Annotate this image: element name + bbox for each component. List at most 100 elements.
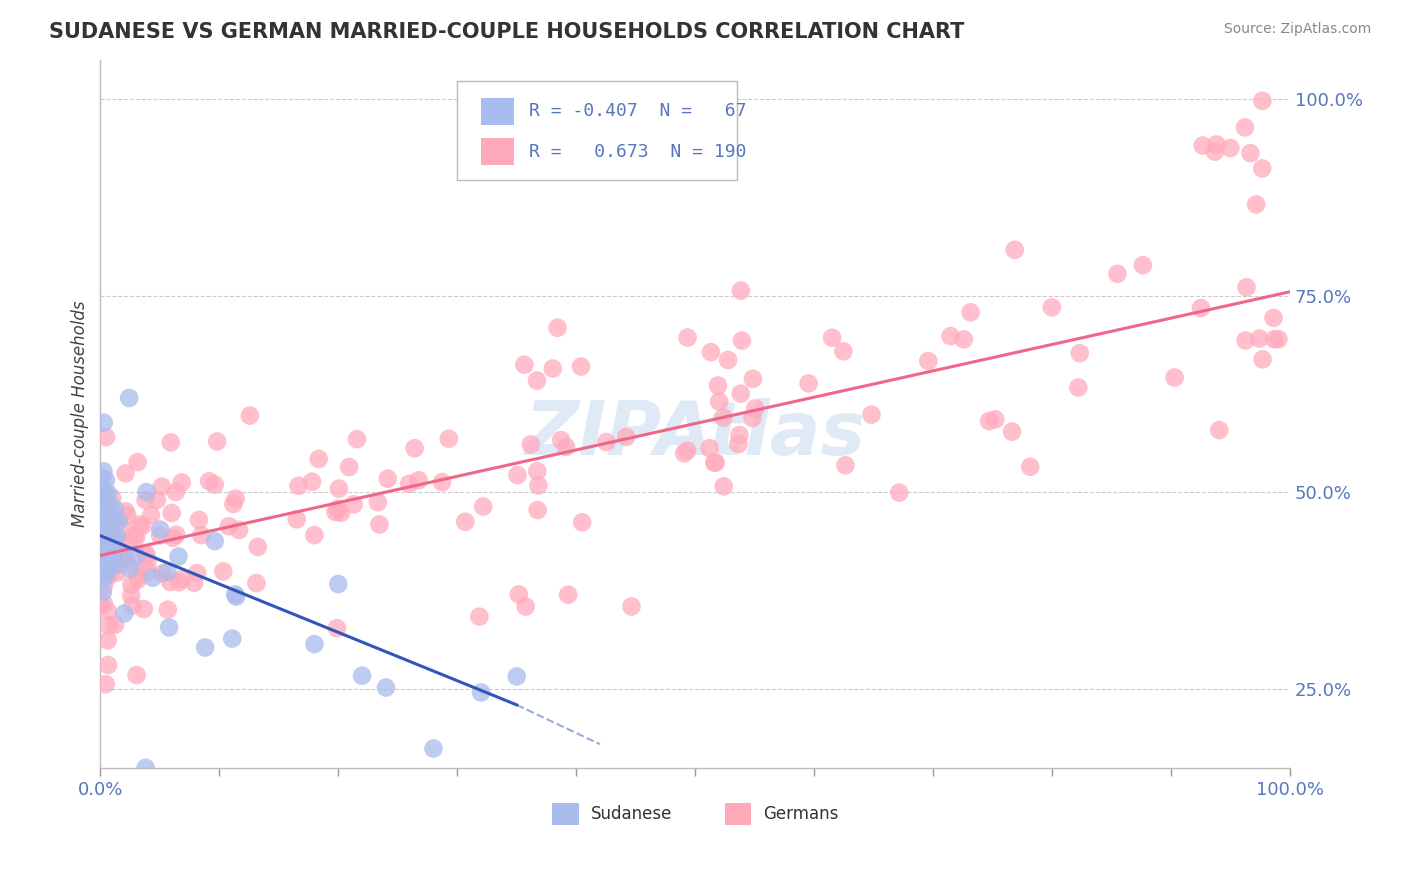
- Point: [1107, 267, 1129, 281]
- Point: [135, 761, 157, 775]
- Point: [228, 523, 250, 537]
- Bar: [481, 98, 515, 125]
- Point: [105, 566, 128, 580]
- Point: [107, 533, 129, 547]
- Point: [328, 577, 350, 591]
- Point: [304, 528, 326, 542]
- Point: [170, 475, 193, 490]
- Point: [1236, 280, 1258, 294]
- Point: [1234, 120, 1257, 135]
- Point: [127, 455, 149, 469]
- Point: [165, 485, 187, 500]
- Point: [569, 359, 592, 374]
- Point: [328, 482, 350, 496]
- Point: [159, 574, 181, 589]
- Point: [91, 493, 114, 508]
- Point: [94, 534, 117, 549]
- Text: Germans: Germans: [763, 805, 838, 823]
- Point: [93, 488, 115, 502]
- Point: [120, 578, 142, 592]
- Point: [111, 551, 134, 566]
- Point: [125, 549, 148, 563]
- FancyBboxPatch shape: [457, 81, 737, 180]
- Point: [104, 533, 127, 548]
- Point: [527, 478, 550, 492]
- Point: [93, 487, 115, 501]
- Point: [1251, 161, 1274, 176]
- Point: [97, 508, 120, 522]
- Point: [134, 547, 156, 561]
- Point: [330, 506, 353, 520]
- Point: [326, 621, 349, 635]
- Point: [326, 502, 349, 516]
- Point: [952, 332, 974, 346]
- Point: [142, 571, 165, 585]
- Point: [135, 548, 157, 562]
- Point: [301, 475, 323, 489]
- Point: [160, 506, 183, 520]
- Point: [90, 490, 112, 504]
- Point: [105, 529, 128, 543]
- Point: [117, 534, 139, 549]
- Point: [127, 569, 149, 583]
- Point: [150, 480, 173, 494]
- Point: [97, 533, 120, 547]
- Point: [94, 473, 117, 487]
- Point: [101, 529, 124, 543]
- Point: [287, 479, 309, 493]
- Point: [1163, 370, 1185, 384]
- Point: [110, 551, 132, 566]
- Point: [94, 430, 117, 444]
- Point: [115, 552, 138, 566]
- Point: [90, 542, 112, 557]
- Point: [1189, 301, 1212, 315]
- Point: [218, 519, 240, 533]
- Point: [91, 543, 114, 558]
- Point: [97, 514, 120, 528]
- Point: [159, 435, 181, 450]
- Point: [156, 565, 179, 579]
- Point: [183, 575, 205, 590]
- Point: [1251, 352, 1274, 367]
- Point: [98, 547, 121, 561]
- Point: [90, 524, 112, 539]
- Point: [1001, 425, 1024, 439]
- Point: [98, 560, 121, 574]
- Point: [149, 523, 172, 537]
- Point: [91, 471, 114, 485]
- Point: [132, 602, 155, 616]
- Point: [107, 514, 129, 528]
- Point: [676, 443, 699, 458]
- Point: [165, 527, 187, 541]
- Point: [571, 516, 593, 530]
- Point: [713, 410, 735, 425]
- Point: [547, 320, 569, 334]
- Point: [90, 599, 112, 613]
- Point: [90, 565, 112, 579]
- Point: [194, 640, 217, 655]
- Point: [114, 467, 136, 481]
- Point: [1263, 332, 1285, 346]
- Point: [1040, 301, 1063, 315]
- Point: [93, 597, 115, 611]
- Point: [93, 506, 115, 520]
- Point: [430, 475, 453, 489]
- Point: [93, 483, 115, 497]
- Point: [120, 588, 142, 602]
- Point: [108, 544, 131, 558]
- Point: [700, 345, 723, 359]
- Point: [94, 570, 117, 584]
- Point: [1251, 94, 1274, 108]
- Point: [917, 354, 939, 368]
- Point: [94, 530, 117, 544]
- Point: [90, 566, 112, 580]
- Point: [1204, 145, 1226, 159]
- Point: [100, 508, 122, 522]
- Point: [1263, 310, 1285, 325]
- Point: [127, 573, 149, 587]
- Point: [98, 498, 121, 512]
- Point: [239, 409, 262, 423]
- Point: [93, 524, 115, 538]
- Point: [90, 499, 112, 513]
- Point: [131, 519, 153, 533]
